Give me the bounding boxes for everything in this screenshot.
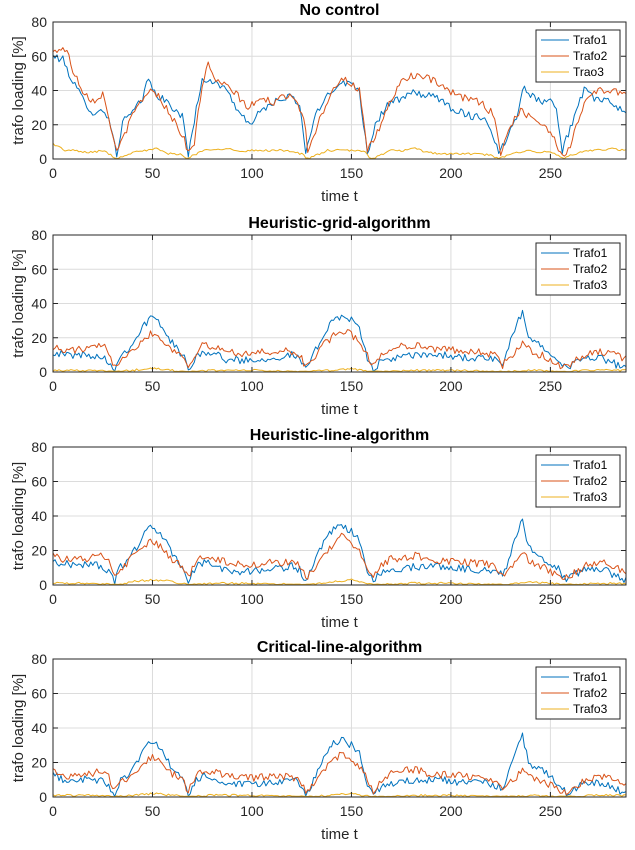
legend-label-trafo1: Trafo1 — [573, 670, 608, 684]
y-tick-label: 20 — [31, 543, 47, 559]
x-axis-label: time t — [321, 614, 359, 631]
x-axis-label: time t — [321, 401, 359, 418]
y-axis-label: trafo loading [%] — [10, 36, 27, 144]
x-tick-label: 200 — [439, 803, 463, 819]
x-tick-label: 50 — [145, 803, 161, 819]
x-tick-label: 100 — [240, 591, 264, 607]
legend-label-trafo2: Trafo2 — [573, 262, 608, 276]
y-tick-label: 40 — [31, 296, 47, 312]
y-tick-label: 40 — [31, 83, 47, 99]
x-tick-label: 250 — [539, 165, 563, 181]
x-tick-label: 0 — [49, 165, 57, 181]
x-tick-label: 150 — [340, 378, 364, 394]
subplot-2: 0 50 100 150 200 250 0 20 40 60 80 Heuristic-grid-a… — [10, 215, 627, 418]
x-tick-label: 250 — [539, 803, 563, 819]
y-tick-label: 60 — [31, 261, 47, 277]
x-tick-label: 250 — [539, 378, 563, 394]
y-tick-label: 40 — [31, 720, 47, 736]
legend: Trafo1 Trafo2 Trafo3 — [535, 454, 621, 508]
legend: Trafo1 Trafo2 Trafo3 — [535, 666, 621, 720]
legend: Trafo1 Trafo2 Trao3 — [535, 29, 621, 83]
y-tick-label: 80 — [31, 227, 47, 243]
series-line-trafo3 — [52, 367, 627, 373]
series-line-trafo2 — [52, 329, 627, 370]
y-tick-label: 0 — [39, 789, 47, 805]
legend-label-trafo2: Trafo2 — [573, 686, 608, 700]
x-tick-label: 200 — [439, 591, 463, 607]
y-tick-label: 80 — [31, 651, 47, 667]
series-line-trao3 — [52, 142, 627, 160]
x-tick-label: 100 — [240, 378, 264, 394]
chart-title: Heuristic-grid-algorithm — [248, 215, 430, 232]
y-tick-label: 80 — [31, 14, 47, 30]
chart-title: Heuristic-line-algorithm — [250, 427, 430, 444]
subplot-4: 0 50 100 150 200 250 0 20 40 60 80 Critical-line-al… — [10, 639, 627, 843]
legend-label-trao3: Trao3 — [573, 65, 604, 79]
series-line-trafo1 — [52, 309, 627, 372]
series-line-trafo1 — [52, 54, 627, 158]
x-tick-label: 50 — [145, 378, 161, 394]
legend-label-trafo3: Trafo3 — [573, 702, 608, 716]
series-line-trafo2 — [52, 751, 627, 796]
y-axis-label: trafo loading [%] — [10, 462, 27, 570]
subplot-1: 0 50 100 150 200 250 0 20 40 60 80 No control time t… — [10, 2, 627, 205]
x-axis-label: time t — [321, 826, 359, 843]
series-line-trafo1 — [52, 518, 627, 585]
x-tick-label: 50 — [145, 591, 161, 607]
x-tick-label: 100 — [240, 803, 264, 819]
x-tick-label: 150 — [340, 803, 364, 819]
y-tick-label: 80 — [31, 439, 47, 455]
y-axis-label: trafo loading [%] — [10, 674, 27, 782]
x-tick-label: 0 — [49, 591, 57, 607]
series-line-trafo3 — [53, 578, 627, 586]
x-tick-label: 100 — [240, 165, 264, 181]
y-tick-label: 0 — [39, 364, 47, 380]
chart-title: No control — [300, 2, 380, 19]
subplot-3: 0 50 100 150 200 250 0 20 40 60 80 Heuristic-line-a… — [10, 427, 627, 631]
legend: Trafo1 Trafo2 Trafo3 — [535, 242, 621, 296]
legend-label-trafo3: Trafo3 — [573, 278, 608, 292]
legend-label-trafo1: Trafo1 — [573, 458, 608, 472]
series-line-trafo1 — [52, 732, 627, 797]
x-tick-label: 200 — [439, 378, 463, 394]
legend-label-trafo1: Trafo1 — [573, 33, 608, 47]
legend-box — [535, 242, 621, 296]
legend-label-trafo2: Trafo2 — [573, 49, 608, 63]
series-line-trafo2 — [52, 532, 627, 580]
legend-label-trafo3: Trafo3 — [573, 490, 608, 504]
y-tick-label: 0 — [39, 577, 47, 593]
x-tick-label: 150 — [340, 591, 364, 607]
y-tick-label: 20 — [31, 755, 47, 771]
x-tick-label: 0 — [49, 803, 57, 819]
y-tick-label: 40 — [31, 508, 47, 524]
y-tick-label: 20 — [31, 330, 47, 346]
x-tick-label: 150 — [340, 165, 364, 181]
x-tick-label: 50 — [145, 165, 161, 181]
y-tick-label: 60 — [31, 474, 47, 490]
y-axis-label: trafo loading [%] — [10, 249, 27, 357]
y-tick-label: 60 — [31, 48, 47, 64]
x-axis-label: time t — [321, 188, 359, 205]
x-tick-label: 250 — [539, 591, 563, 607]
x-tick-label: 0 — [49, 378, 57, 394]
legend-label-trafo2: Trafo2 — [573, 474, 608, 488]
y-tick-label: 20 — [31, 117, 47, 133]
chart-title: Critical-line-algorithm — [257, 639, 422, 656]
series-line-trafo2 — [52, 47, 627, 157]
y-tick-label: 0 — [39, 151, 47, 167]
series-line-trafo3 — [52, 792, 627, 798]
x-tick-label: 200 — [439, 165, 463, 181]
y-tick-label: 60 — [31, 686, 47, 702]
legend-label-trafo1: Trafo1 — [573, 246, 608, 260]
